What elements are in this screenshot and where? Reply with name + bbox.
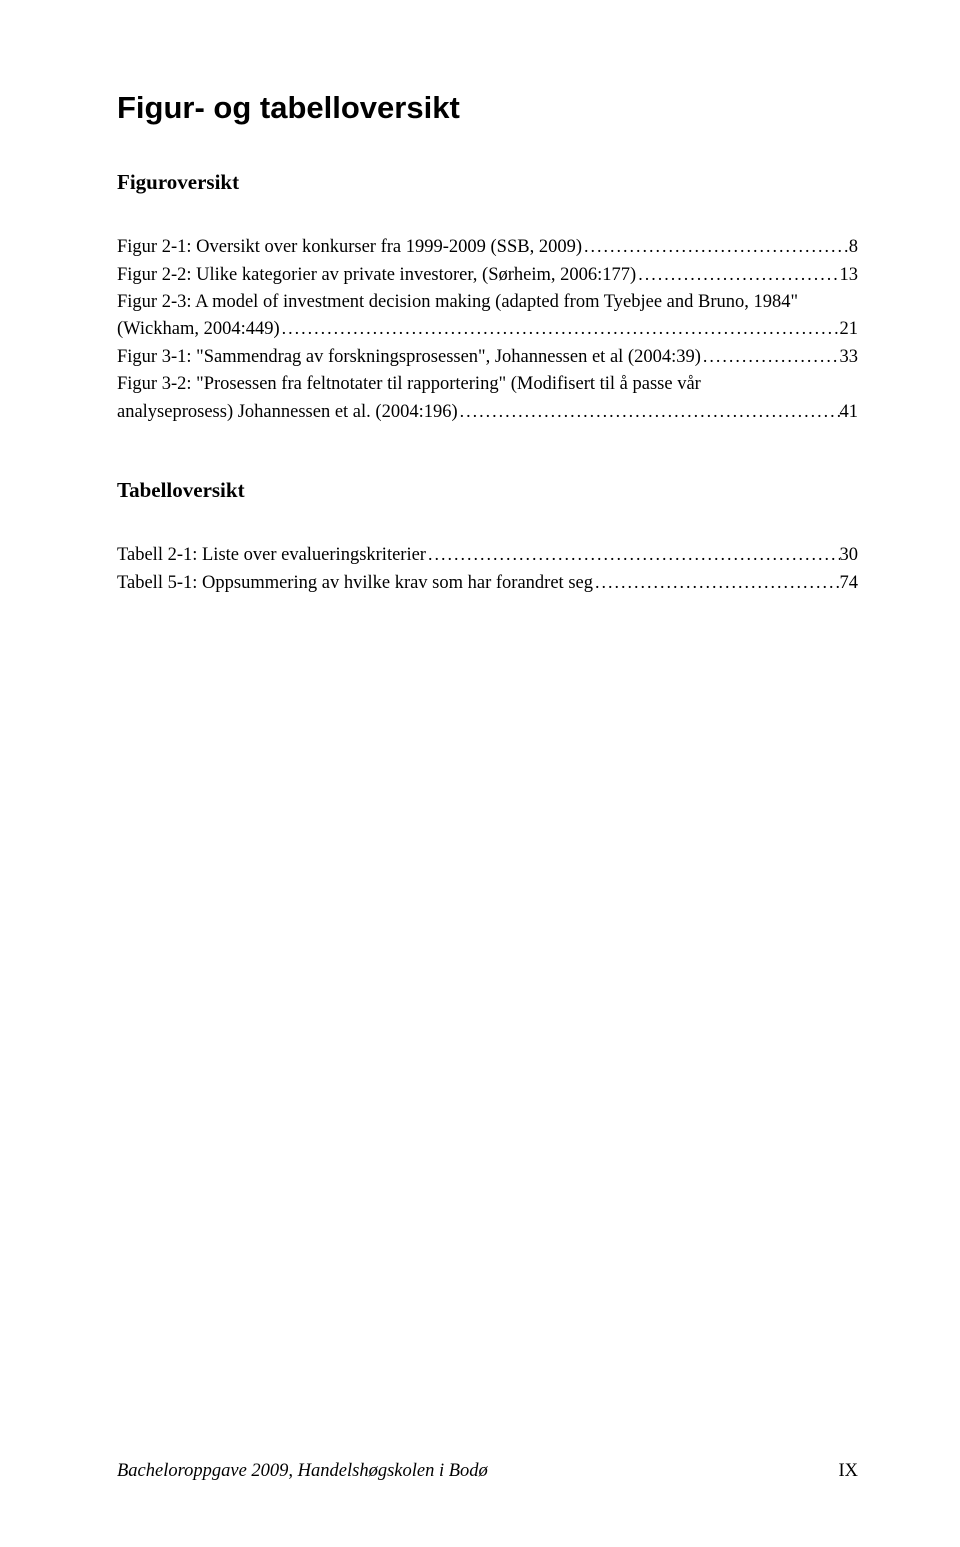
toc-page-number: 30 xyxy=(840,542,859,569)
toc-entry-last-line: analyseprosess) Johannessen et al. (2004… xyxy=(117,398,858,426)
toc-entry-label: Figur 2-2: Ulike kategorier av private i… xyxy=(117,262,636,289)
section-block: Tabelloversikt Tabell 2-1: Liste over eva… xyxy=(117,478,858,597)
toc-entry-label: (Wickham, 2004:449) xyxy=(117,316,280,343)
toc-entry-last-line: (Wickham, 2004:449).....................… xyxy=(117,315,858,343)
toc-entry-label: analyseprosess) Johannessen et al. (2004… xyxy=(117,399,458,426)
toc-entry-label: Tabell 2-1: Liste over evalueringskriter… xyxy=(117,542,426,569)
toc-entry: Tabell 5-1: Oppsummering av hvilke krav … xyxy=(117,569,858,597)
section-block: Figuroversikt Figur 2-1: Oversikt over ko… xyxy=(117,170,858,426)
toc-page-number: 13 xyxy=(840,262,859,289)
toc-dots: ........................................… xyxy=(636,261,839,287)
footer-left: Bacheloroppgave 2009, Handelshøgskolen i… xyxy=(117,1461,488,1482)
toc-page-number: 8 xyxy=(849,234,858,261)
toc-entry: Figur 2-2: Ulike kategorier av private i… xyxy=(117,261,858,289)
toc-dots: ........................................… xyxy=(582,233,849,259)
toc-page-number: 33 xyxy=(840,344,859,371)
toc-dots: ........................................… xyxy=(280,315,840,341)
page-title: Figur- og tabelloversikt xyxy=(117,90,858,126)
toc-entry-label: Figur 3-1: "Sammendrag av forskningspros… xyxy=(117,344,701,371)
toc-entry-line: Figur 3-2: "Prosessen fra feltnotater ti… xyxy=(117,371,858,398)
section-heading: Tabelloversikt xyxy=(117,478,858,503)
toc-entry-last-line: Figur 2-1: Oversikt over konkurser fra 1… xyxy=(117,233,858,261)
toc-dots: ........................................… xyxy=(701,343,840,369)
toc-page-number: 41 xyxy=(840,399,859,426)
toc-page-number: 21 xyxy=(840,316,859,343)
toc-dots: ........................................… xyxy=(426,541,840,567)
toc-entry: Figur 3-1: "Sammendrag av forskningspros… xyxy=(117,343,858,371)
toc-entry: Figur 2-3: A model of investment decisio… xyxy=(117,289,858,344)
toc-entry-label: Tabell 5-1: Oppsummering av hvilke krav … xyxy=(117,570,593,597)
toc-entry-last-line: Tabell 5-1: Oppsummering av hvilke krav … xyxy=(117,569,858,597)
toc-dots: ........................................… xyxy=(458,398,840,424)
page-footer: Bacheloroppgave 2009, Handelshøgskolen i… xyxy=(117,1461,858,1482)
toc-page-number: 74 xyxy=(840,570,859,597)
section-heading: Figuroversikt xyxy=(117,170,858,195)
toc-entry-last-line: Tabell 2-1: Liste over evalueringskriter… xyxy=(117,541,858,569)
toc-entry: Figur 3-2: "Prosessen fra feltnotater ti… xyxy=(117,371,858,426)
toc-entry-last-line: Figur 2-2: Ulike kategorier av private i… xyxy=(117,261,858,289)
toc-entry-last-line: Figur 3-1: "Sammendrag av forskningspros… xyxy=(117,343,858,371)
toc-entry: Figur 2-1: Oversikt over konkurser fra 1… xyxy=(117,233,858,261)
sections-container: Figuroversikt Figur 2-1: Oversikt over ko… xyxy=(117,170,858,648)
toc-entry: Tabell 2-1: Liste over evalueringskriter… xyxy=(117,541,858,569)
toc-entry-line: Figur 2-3: A model of investment decisio… xyxy=(117,289,858,316)
toc-dots: ........................................… xyxy=(593,569,840,595)
toc-entry-label: Figur 2-1: Oversikt over konkurser fra 1… xyxy=(117,234,582,261)
footer-right: IX xyxy=(838,1461,858,1482)
